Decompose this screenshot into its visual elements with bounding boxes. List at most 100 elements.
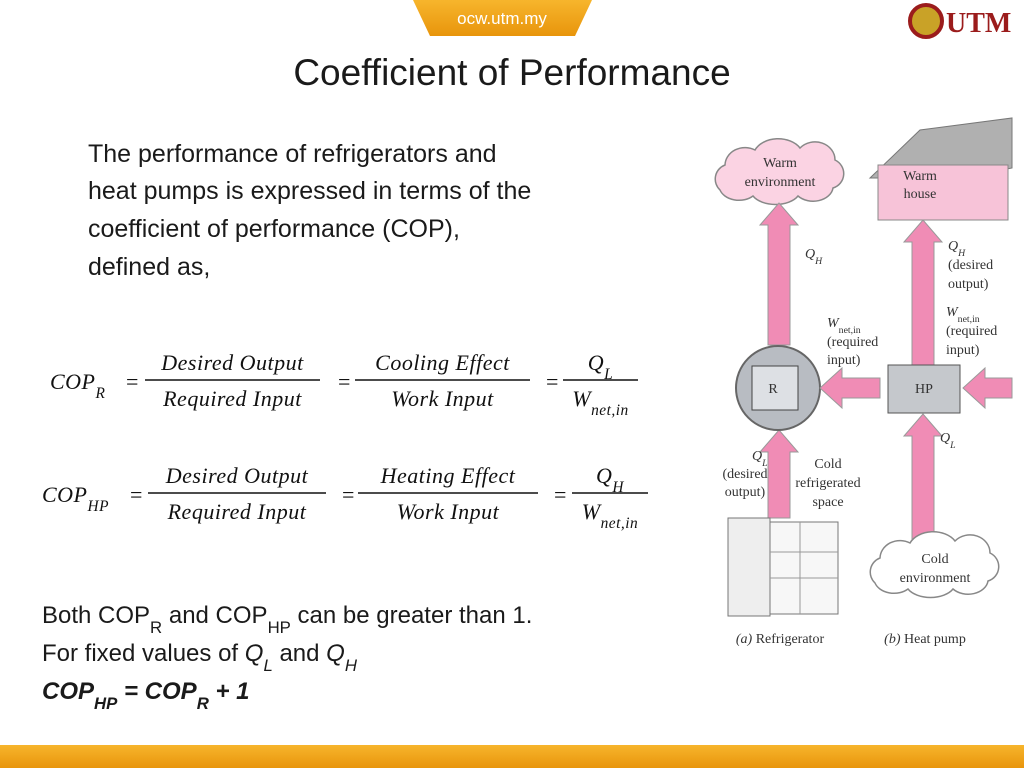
note-sub: L — [263, 656, 272, 675]
label: space — [812, 495, 843, 510]
label: Q — [752, 449, 762, 464]
footer-bar — [0, 745, 1024, 768]
label: house — [904, 187, 937, 202]
math-text: Q — [588, 350, 604, 375]
numerator: QH — [596, 463, 624, 496]
numerator: Desired Output — [165, 463, 309, 488]
cloud — [714, 138, 845, 206]
numerator: Cooling Effect — [375, 350, 510, 375]
site-name: ocw.utm.my — [457, 9, 547, 28]
note-text: = COP — [117, 678, 197, 705]
equals-sign: = — [338, 369, 351, 394]
denominator: Wnet,in — [572, 386, 628, 419]
device-box — [751, 365, 799, 411]
numerator: Desired Output — [160, 350, 304, 375]
label: (desired — [722, 467, 767, 482]
caption: (b) — [884, 632, 901, 647]
arrow — [902, 413, 944, 546]
math-text: Work Input — [397, 499, 500, 524]
label: (required — [827, 335, 878, 350]
caption: (a) Refrigerator — [736, 632, 825, 647]
math-text: Desired Output — [160, 350, 304, 375]
label: W — [827, 316, 840, 331]
note-sub: HP — [268, 618, 291, 637]
numerator: QL — [588, 350, 613, 383]
math-text: W — [572, 386, 592, 411]
label: Cold — [814, 457, 841, 472]
label: L — [761, 458, 767, 469]
label: QH — [805, 247, 823, 267]
arrow — [758, 202, 800, 346]
label: Warm — [903, 169, 937, 184]
label: (required — [946, 324, 997, 339]
label: net,in — [839, 325, 861, 336]
note-text: and — [273, 640, 326, 667]
arrow — [758, 429, 800, 519]
label: net,in — [958, 314, 980, 325]
math-text: W — [582, 499, 602, 524]
denominator: Work Input — [397, 499, 500, 524]
denominator: Wnet,in — [582, 499, 638, 532]
label: output) — [948, 277, 989, 292]
label: Q — [805, 247, 815, 262]
equals-sign: = — [546, 369, 559, 394]
logo-emblem — [908, 3, 944, 39]
refrigerator-diagram: Warm environment QH R Wnet,in (required … — [714, 138, 881, 647]
label: output) — [725, 485, 766, 500]
math-text: Work Input — [391, 386, 494, 411]
equals-sign: = — [342, 482, 355, 507]
heat-pump-diagram: Warm house QH (desired output) HP Wnet,i… — [868, 117, 1013, 647]
label: Warm — [763, 156, 797, 171]
equation-lhs: COPHP — [42, 482, 109, 515]
label: refrigerated — [795, 476, 860, 491]
arrow — [902, 219, 944, 367]
label: environment — [900, 571, 971, 586]
label: QH — [948, 239, 966, 259]
house — [877, 164, 1009, 221]
label: R — [768, 382, 778, 397]
caption: Refrigerator — [752, 632, 824, 647]
note-line: For fixed values of QL and QH — [42, 640, 358, 675]
equals-sign: = — [126, 369, 139, 394]
label: input) — [946, 343, 980, 358]
note-symbol: Q — [326, 640, 345, 667]
note-sub: H — [345, 656, 358, 675]
arrow — [819, 366, 881, 410]
math-sub: H — [611, 479, 624, 496]
label: H — [957, 248, 966, 259]
math-sub: HP — [87, 498, 110, 515]
denominator: Required Input — [167, 499, 307, 524]
cloud — [869, 531, 1000, 599]
label: Cold — [921, 552, 948, 567]
math-sub: L — [603, 366, 613, 383]
label: input) — [827, 353, 861, 368]
caption: (a) — [736, 632, 753, 647]
intro-line: The performance of refrigerators and — [88, 140, 497, 168]
label: QL — [752, 449, 768, 469]
caption: Heat pump — [901, 632, 966, 647]
math-text: Required Input — [162, 386, 302, 411]
math-sub: R — [95, 385, 106, 402]
math-text: Desired Output — [165, 463, 309, 488]
note-text: and COP — [162, 602, 267, 629]
device — [887, 364, 961, 414]
math-sub: net,in — [601, 515, 639, 532]
denominator: Work Input — [391, 386, 494, 411]
equals-sign: = — [130, 482, 143, 507]
fridge-door — [727, 517, 771, 617]
header-tab — [413, 0, 592, 36]
intro-line: defined as, — [88, 253, 210, 281]
note-text: can be greater than 1. — [291, 602, 533, 629]
label: (desired — [948, 258, 993, 273]
note-text: + 1 — [209, 678, 250, 705]
math-text: Q — [596, 463, 612, 488]
caption: (b) Heat pump — [884, 632, 966, 647]
label: W — [946, 305, 959, 320]
label: Q — [948, 239, 958, 254]
label: Wnet,in — [827, 316, 861, 336]
label: Q — [940, 431, 950, 446]
note-text: Both COP — [42, 602, 150, 629]
note-symbol: Q — [245, 640, 264, 667]
note-sub: R — [197, 694, 209, 713]
